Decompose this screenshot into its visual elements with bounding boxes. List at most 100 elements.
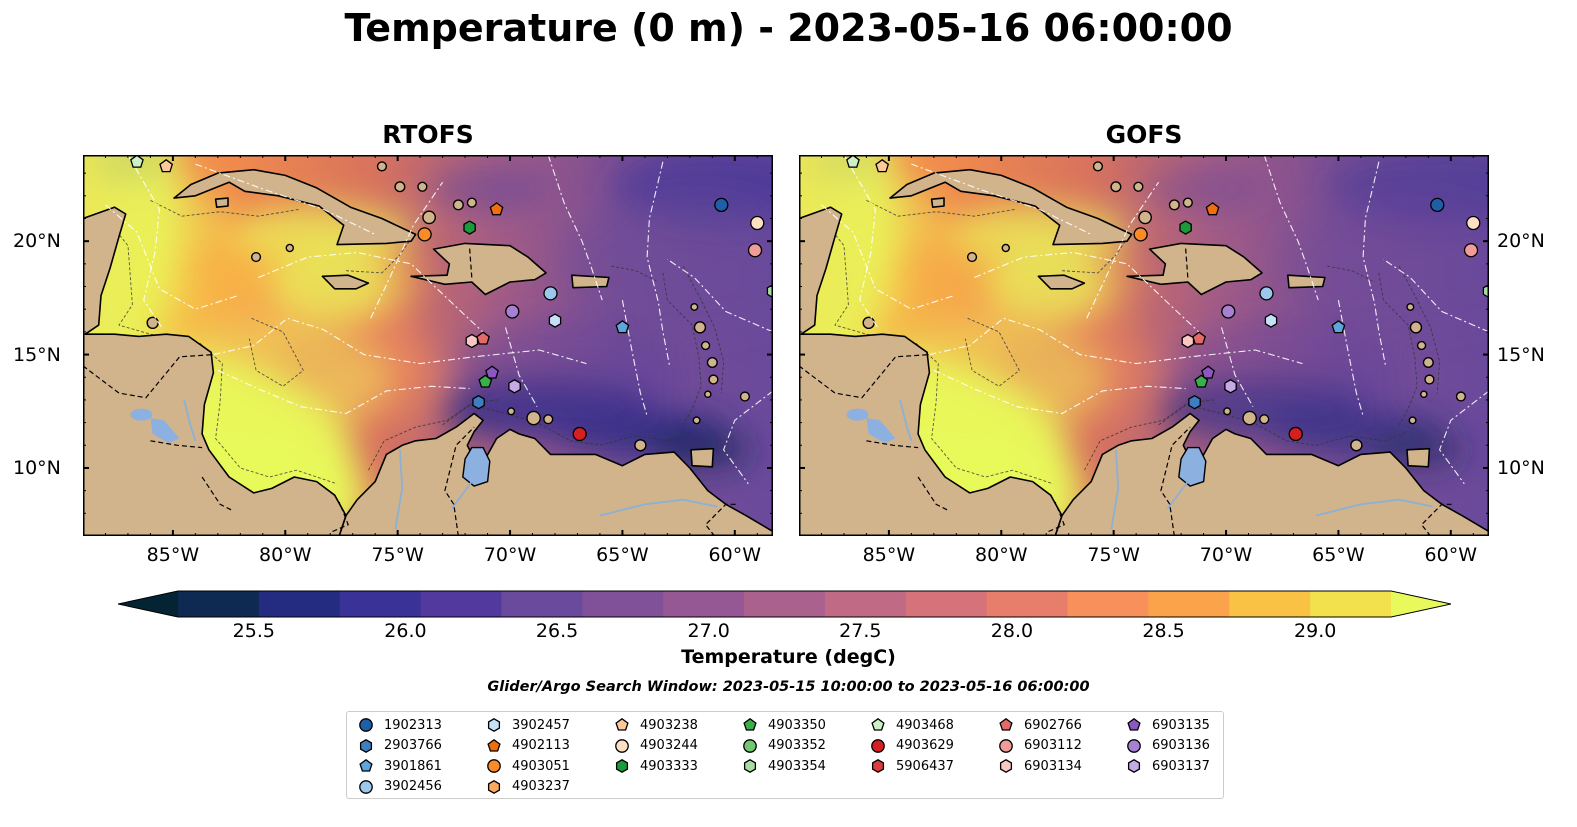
legend-label: 4903354	[768, 758, 826, 774]
pentagon-marker-icon	[1127, 717, 1141, 731]
legend-marker-4903352	[743, 738, 757, 753]
float-marker-6903137	[1224, 379, 1237, 394]
float-marker-4903051	[1133, 227, 1148, 242]
lon-tick-label: 85°W	[862, 544, 916, 566]
legend-item: 1902313	[358, 715, 442, 735]
float-marker-4903238	[875, 158, 890, 173]
legend-item: 3902456	[358, 777, 442, 797]
circle-marker-icon	[871, 738, 885, 753]
colorbar-tick-label: 26.0	[384, 620, 427, 642]
legend-label: 6903137	[1152, 758, 1210, 774]
legend-item: 3902457	[486, 715, 570, 735]
colorbar-tick-label: 27.5	[839, 620, 882, 642]
float-marker-6903136	[505, 304, 520, 319]
legend-marker-3902457	[487, 718, 501, 732]
legend-label: 6903134	[1024, 758, 1082, 774]
float-marker-6903135	[1201, 365, 1215, 379]
float-marker-4903051	[417, 227, 432, 242]
legend-marker-3902456	[359, 779, 373, 794]
colorbar-segment	[258, 591, 341, 617]
legend-marker-5906437	[871, 759, 885, 773]
legend-label: 4903238	[640, 717, 698, 733]
lon-tick-label: 70°W	[1199, 544, 1253, 566]
legend-item: 4903468	[870, 715, 954, 735]
colorbar-tick-label: 28.0	[990, 620, 1034, 642]
lat-tick-label-right: 15°N	[1497, 343, 1545, 366]
legend-item: 4902113	[486, 736, 570, 756]
lat-tick-label-left: 15°N	[13, 343, 61, 366]
legend-item: 4903354	[742, 756, 826, 776]
legend-item: 4903244	[614, 736, 698, 756]
float-marker-4903238	[159, 158, 174, 173]
hexagon-marker-icon	[743, 759, 757, 773]
float-marker-1902313	[1430, 197, 1445, 213]
float-marker-4902113	[1205, 202, 1220, 216]
colorbar-segment	[824, 591, 907, 617]
legend-item: 6903136	[1126, 736, 1210, 756]
colorbar-segment	[1067, 591, 1149, 617]
float-marker-3902457	[1264, 313, 1278, 328]
circle-marker-icon	[1127, 738, 1141, 753]
lon-tick-label: 85°W	[146, 544, 200, 566]
float-marker-4903629	[572, 426, 587, 442]
legend-label: 4903051	[512, 758, 570, 774]
panel-title-gofs: GOFS	[1105, 120, 1183, 149]
colorbar	[118, 590, 1451, 618]
legend-item: 3901861	[358, 756, 442, 776]
pentagon-marker-icon	[615, 717, 629, 731]
float-marker-4902113	[489, 202, 504, 216]
hexagon-marker-icon	[999, 759, 1013, 773]
legend-item: 4903629	[870, 736, 954, 756]
float-marker-6903136	[1221, 304, 1236, 319]
colorbar-segment	[339, 591, 422, 617]
legend-label: 6903135	[1152, 717, 1210, 733]
legend-marker-4903238	[615, 717, 629, 731]
colorbar-segment	[744, 591, 826, 617]
hexagon-marker-icon	[1127, 759, 1141, 773]
pentagon-marker-icon	[999, 717, 1013, 731]
pentagon-marker-icon	[871, 717, 885, 731]
colorbar-segment	[986, 591, 1069, 617]
colorbar-segment	[1148, 591, 1230, 617]
legend-item: 4903051	[486, 756, 570, 776]
legend-marker-4903350	[743, 717, 757, 731]
lat-tick-label-left: 20°N	[13, 230, 61, 253]
colorbar-extend-max	[1391, 591, 1451, 617]
float-marker-1902313	[714, 197, 729, 213]
hexagon-marker-icon	[487, 779, 501, 794]
legend-marker-4903244	[615, 738, 629, 753]
lon-tick-label: 65°W	[1312, 544, 1365, 566]
legend-marker-6903134	[999, 759, 1013, 773]
colorbar-tick-label: 28.5	[1142, 620, 1185, 642]
legend-marker-6903135	[1127, 717, 1141, 731]
float-marker-6903112	[747, 243, 763, 258]
lat-tick-label-left: 10°N	[13, 456, 61, 479]
colorbar-segment	[501, 591, 583, 617]
legend-item: 6903112	[998, 736, 1082, 756]
legend-item: 5906437	[870, 756, 954, 776]
pentagon-marker-icon	[487, 738, 501, 752]
legend-item: 2903766	[358, 736, 442, 756]
legend-marker-4903354	[743, 759, 757, 773]
float-marker-6903112	[1463, 243, 1479, 258]
float-marker-6903134	[1181, 333, 1195, 349]
legend-item: 4903352	[742, 736, 826, 756]
legend-marker-4903051	[487, 759, 501, 773]
figure-title: Temperature (0 m) - 2023-05-16 06:00:00	[344, 6, 1233, 50]
map-canvas	[799, 155, 1489, 536]
float-marker-3901861	[615, 320, 630, 334]
lon-tick-label: 60°W	[1424, 544, 1478, 566]
map-canvas	[83, 155, 773, 536]
map-panel-rtofs	[83, 155, 773, 536]
legend-item: 6903134	[998, 756, 1082, 776]
colorbar-segment	[663, 591, 745, 617]
legend-marker-6903136	[1127, 738, 1141, 753]
float-marker-6902766	[476, 331, 490, 345]
colorbar-label: Temperature (degC)	[681, 646, 896, 668]
lat-tick-label-right: 10°N	[1497, 456, 1545, 479]
legend-label: 2903766	[384, 738, 442, 753]
float-marker-6903137	[508, 379, 521, 394]
float-marker-4903333	[1179, 220, 1192, 235]
legend-label: 1902313	[384, 717, 442, 733]
legend-label: 6902766	[1024, 717, 1082, 733]
